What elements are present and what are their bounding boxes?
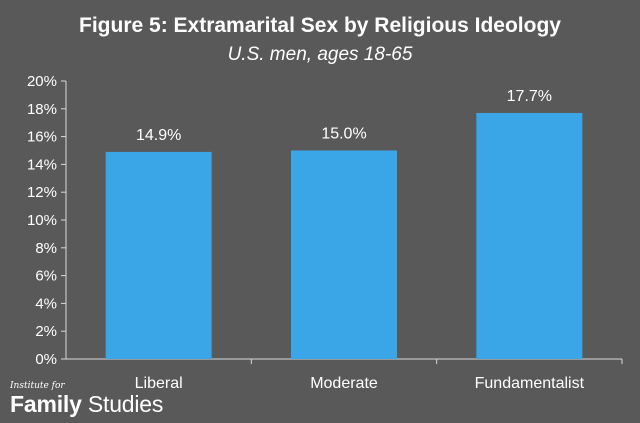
x-tick-label: Moderate [310, 375, 378, 392]
data-label: 15.0% [321, 126, 366, 143]
bar-fundamentalist [476, 112, 583, 359]
y-tick-label: 0% [35, 351, 57, 368]
y-tick-label: 12% [27, 184, 57, 201]
y-tick-label: 16% [27, 129, 57, 146]
chart-subtitle: U.S. men, ages 18-65 [227, 44, 413, 65]
bar-moderate [291, 150, 397, 359]
brand-name-bold: Family [10, 391, 82, 417]
x-tick-label: Fundamentalist [475, 375, 585, 392]
y-tick-label: 8% [35, 240, 57, 257]
y-tick-label: 18% [27, 101, 57, 118]
brand-prefix: Institute for [10, 381, 65, 391]
y-tick-label: 20% [27, 73, 57, 90]
y-tick-label: 6% [35, 268, 57, 285]
brand-logo: Institute for Family Studies [10, 381, 163, 417]
y-tick-label: 4% [35, 295, 57, 312]
data-label: 17.7% [507, 88, 552, 105]
y-tick-label: 14% [27, 156, 57, 173]
brand-name-light: Studies [87, 391, 164, 417]
y-tick-label: 10% [27, 212, 57, 229]
bar-liberal [105, 151, 212, 359]
data-label: 14.9% [136, 127, 181, 144]
x-tick-label: Liberal [135, 375, 183, 392]
chart-title: Figure 5: Extramarital Sex by Religious … [79, 14, 561, 37]
y-tick-label: 2% [35, 323, 57, 340]
